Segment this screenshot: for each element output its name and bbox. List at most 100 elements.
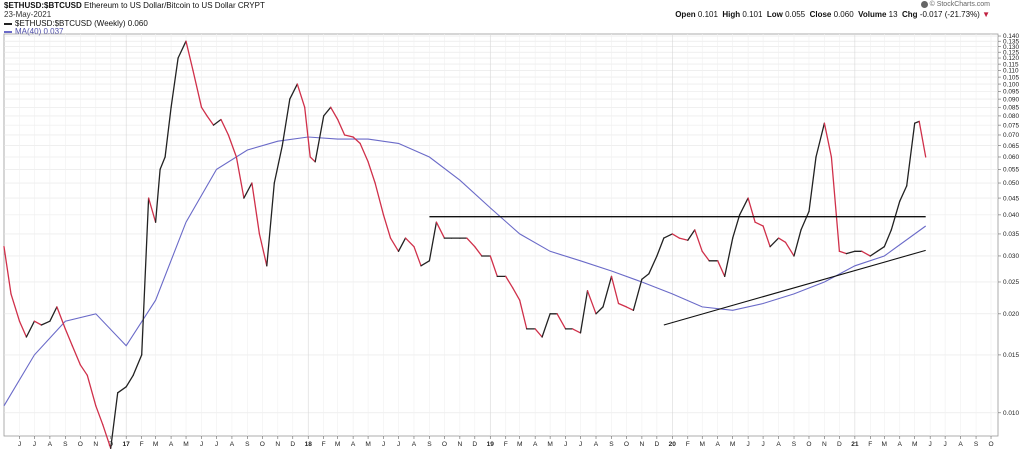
price-segment-down — [200, 106, 208, 117]
x-tick-label: D — [654, 441, 659, 448]
price-segment-down — [343, 134, 354, 138]
legend-price-label: $ETHUSD:$BTCUSD (Weekly) 0.060 — [15, 19, 148, 28]
x-tick-label: O — [988, 441, 993, 448]
price-segment-down — [206, 115, 215, 126]
x-tick-label: F — [140, 441, 144, 448]
y-tick-label: 0.110 — [1003, 68, 1019, 75]
price-segment-down — [435, 221, 446, 239]
y-tick-label: 0.130 — [1003, 44, 1019, 51]
x-tick-label: F — [322, 441, 326, 448]
x-tick-label: A — [958, 441, 963, 448]
price-segment-up — [154, 168, 161, 223]
price-segment-down — [330, 106, 339, 121]
y-axis: 0.1400.1350.1300.1250.1200.1150.1100.105… — [998, 33, 1019, 417]
price-segment-down — [352, 136, 361, 145]
y-tick-label: 0.010 — [1003, 410, 1019, 417]
x-tick-label: D — [837, 441, 842, 448]
price-segment-up — [648, 255, 658, 275]
price-segment-up — [110, 392, 119, 449]
price-segment-down — [3, 246, 12, 295]
price-segment-down — [64, 328, 73, 347]
x-tick-label: A — [594, 441, 599, 448]
legend-price: $ETHUSD:$BTCUSD (Weekly) 0.060 — [4, 19, 148, 28]
price-segment-up — [132, 354, 143, 376]
price-segment-up — [641, 273, 650, 280]
x-tick-label: J — [746, 441, 749, 448]
x-tick-label: M — [882, 441, 888, 448]
price-segment-up — [177, 40, 187, 59]
x-tick-label: J — [33, 441, 36, 448]
price-segment-down — [610, 275, 620, 305]
x-tick-label: M — [153, 441, 159, 448]
price-segment-down — [861, 250, 871, 257]
x-tick-label: 21 — [851, 441, 859, 448]
price-segment-down — [382, 214, 392, 239]
price-segment-down — [95, 405, 104, 426]
price-segment-down — [404, 237, 415, 248]
x-axis: J J A S O N D 17 F M A M J J A S O N D 18 F M A M J J A S O N D 19 F M A M J… — [18, 436, 994, 448]
price-segment-down — [235, 156, 245, 199]
price-segment-down — [185, 40, 194, 72]
x-tick-label: 17 — [123, 441, 131, 448]
x-tick-label: 20 — [669, 441, 677, 448]
y-tick-label: 0.040 — [1003, 212, 1019, 219]
grid — [4, 34, 998, 436]
price-segment-up — [890, 200, 901, 231]
x-tick-label: J — [579, 441, 582, 448]
price-segment-up — [602, 275, 613, 308]
price-segment-up — [732, 214, 741, 239]
price-segment-down — [474, 246, 483, 257]
price-segment-down — [147, 197, 157, 223]
down-arrow-icon: ▼ — [982, 10, 990, 19]
y-tick-label: 0.090 — [1003, 96, 1019, 103]
x-tick-label: A — [898, 441, 903, 448]
y-tick-label: 0.125 — [1003, 49, 1019, 56]
price-segment-down — [251, 182, 261, 235]
x-tick-label: S — [974, 441, 979, 448]
x-tick-label: S — [609, 441, 614, 448]
price-segment-up — [579, 290, 589, 334]
price-segment-down — [227, 134, 238, 158]
price-segment-down — [838, 250, 848, 255]
annotations-layer — [429, 216, 926, 326]
x-tick-label: J — [943, 441, 946, 448]
x-tick-label: S — [792, 441, 797, 448]
price-segment-down — [413, 246, 422, 267]
ma-40-line — [3, 136, 927, 407]
price-segment-up — [845, 250, 856, 255]
price-segment-up — [815, 122, 826, 158]
price-segment-down — [512, 287, 521, 301]
symbol-description: Ethereum to US Dollar/Bitcoin to US Doll… — [84, 1, 236, 10]
price-segment-up — [159, 156, 166, 171]
y-tick-label: 0.025 — [1003, 279, 1019, 286]
brand[interactable]: © StockCharts.com — [920, 1, 990, 8]
price-segment-down — [534, 328, 543, 338]
x-tick-label: M — [335, 441, 341, 448]
x-tick-label: F — [504, 441, 508, 448]
x-tick-label: M — [730, 441, 736, 448]
x-tick-label: F — [868, 441, 872, 448]
brand-label: © StockCharts.com — [929, 1, 990, 8]
x-tick-label: S — [427, 441, 432, 448]
price-segment-up — [869, 250, 878, 257]
price-segment-up — [212, 118, 222, 126]
price-segment-up — [769, 237, 780, 248]
price-segment-down — [389, 237, 400, 252]
x-tick-label: M — [547, 441, 553, 448]
price-segment-down — [754, 221, 764, 227]
price-segment-down — [505, 275, 514, 289]
price-segment-up — [164, 106, 172, 158]
y-tick-label: 0.115 — [1003, 61, 1019, 68]
legend-ma: MA(40) 0.037 — [4, 27, 63, 36]
x-tick-label: M — [365, 441, 371, 448]
price-segment-up — [808, 156, 817, 213]
price-segment-down — [258, 233, 268, 267]
low-label: Low — [766, 10, 783, 19]
price-segment-up — [883, 229, 892, 248]
legend-ma-label: MA(40) 0.037 — [15, 27, 64, 36]
price-segment-up — [687, 229, 696, 241]
y-tick-label: 0.105 — [1003, 74, 1019, 81]
volume-value: 13 — [888, 10, 898, 19]
price-segment-up — [289, 83, 298, 100]
